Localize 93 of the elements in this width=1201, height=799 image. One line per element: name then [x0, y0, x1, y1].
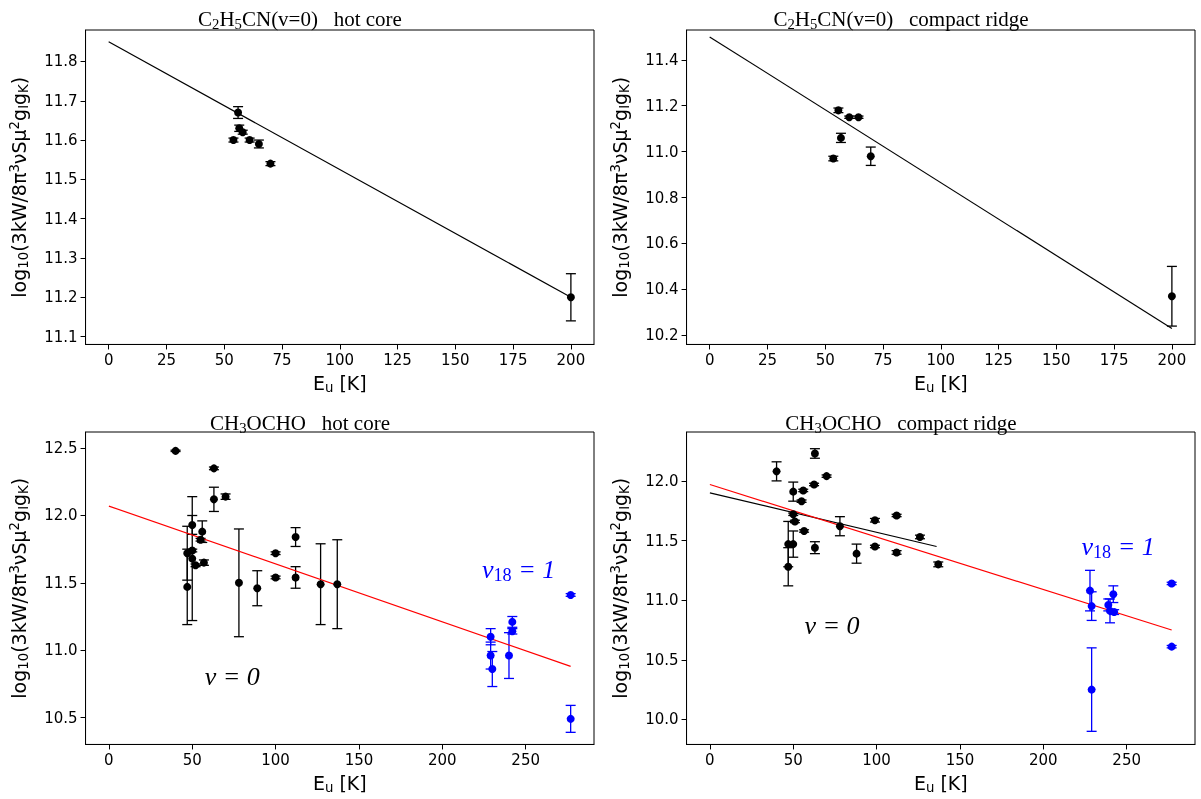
x-tick-label: 0 [104, 750, 114, 769]
y-tick-label: 11.4 [645, 50, 679, 69]
y-tick-label: 11.1 [44, 327, 78, 346]
y-tick-label: 11.5 [44, 573, 78, 592]
point [789, 487, 798, 496]
point [291, 573, 300, 582]
point [488, 665, 497, 674]
y-tick-label: 11.7 [44, 91, 78, 110]
x-tick-label: 250 [1112, 750, 1141, 769]
text: log10(3kW/8π3νSμ2gIgK) [7, 477, 31, 699]
x-tick-label: 0 [103, 350, 114, 369]
point [1087, 602, 1096, 611]
x-tick-label: 175 [498, 350, 528, 369]
x-tick-label: 200 [1157, 350, 1187, 369]
point [566, 714, 575, 723]
x-tick-label: 150 [945, 750, 975, 769]
x-tick-label: 150 [441, 350, 470, 369]
x-tick-label: 150 [1042, 350, 1071, 369]
y-tick-label: 11.4 [44, 209, 78, 228]
y-tick-label: 11.2 [44, 288, 78, 307]
point [316, 580, 325, 589]
x-tick-label: 0 [704, 350, 715, 369]
y-tick-label: 12.0 [645, 471, 679, 490]
point [291, 533, 300, 542]
point [835, 522, 844, 531]
point [866, 152, 875, 161]
y-tick-label: 12.5 [44, 439, 78, 458]
point [1087, 685, 1096, 694]
x-tick-label: 75 [873, 350, 893, 369]
x-tick-label: 50 [182, 750, 202, 769]
point [789, 540, 798, 549]
chart-title: CH3OCHO compact ridge [785, 411, 1017, 436]
y-tick-label: 10.5 [645, 650, 679, 669]
x-tick-label: 25 [156, 350, 176, 369]
chart-title: C2H5CN(v=0) compact ridge [773, 7, 1029, 32]
y-tick-label: 11.0 [44, 641, 78, 660]
point [784, 562, 793, 571]
x-tick-label: 100 [325, 350, 355, 369]
x-tick-label: 250 [511, 750, 540, 769]
point [852, 549, 861, 558]
x-tick-label: 50 [783, 750, 803, 769]
y-tick-label: 11.8 [44, 52, 78, 71]
text: log10(3kW/8π3νSμ2gIgK) [608, 477, 632, 699]
point [188, 520, 197, 529]
x-tick-label: 200 [556, 350, 586, 369]
y-tick-label: 11.0 [645, 142, 679, 161]
x-tick-label: 100 [261, 750, 290, 769]
point [209, 495, 218, 504]
point [198, 527, 207, 536]
x-tick-label: 200 [427, 750, 457, 769]
x-tick-label: 100 [862, 750, 891, 769]
x-tick-label: 100 [926, 350, 956, 369]
y-tick-label: 11.2 [645, 96, 679, 115]
point [1109, 590, 1118, 599]
point [508, 617, 517, 626]
y-tick-label: 11.6 [44, 131, 78, 150]
y-tick-label: 10.8 [645, 188, 679, 207]
y-tick-label: 11.5 [645, 531, 679, 550]
x-tick-label: 25 [757, 350, 777, 369]
x-tick-label: 50 [815, 350, 835, 369]
x-tick-label: 125 [383, 350, 412, 369]
y-tick-label: 10.2 [645, 326, 679, 345]
text: log10(3kW/8π3νSμ2gIgK) [608, 76, 632, 298]
y-tick-label: 10.5 [44, 708, 78, 727]
x-tick-label: 0 [705, 750, 715, 769]
chart-title: CH3OCHO hot core [210, 411, 390, 436]
y-tick-label: 12.0 [44, 506, 78, 525]
y-tick-label: 11.0 [645, 591, 679, 610]
y-tick-label: 10.6 [645, 234, 679, 253]
point [183, 582, 192, 591]
point [1085, 586, 1094, 595]
point [772, 467, 781, 476]
point [333, 580, 342, 589]
point [504, 651, 513, 660]
x-tick-label: 150 [344, 750, 374, 769]
point [566, 293, 575, 302]
chart-title: C2H5CN(v=0) hot core [198, 7, 402, 32]
x-tick-label: 175 [1099, 350, 1129, 369]
text: log10(3kW/8π3νSμ2gIgK) [7, 76, 31, 298]
y-tick-label: 11.3 [44, 248, 78, 267]
series-label: v = 0 [804, 611, 860, 641]
x-tick-label: 125 [984, 350, 1013, 369]
point [234, 578, 243, 587]
point [253, 584, 262, 593]
y-tick-label: 11.5 [44, 170, 78, 189]
point [486, 651, 495, 660]
text: v = 0 [204, 662, 260, 692]
x-tick-label: 50 [214, 350, 234, 369]
x-tick-label: 75 [272, 350, 292, 369]
y-tick-label: 10.4 [645, 280, 679, 299]
point [1167, 292, 1176, 301]
y-tick-label: 10.0 [645, 710, 679, 729]
x-tick-label: 200 [1028, 750, 1058, 769]
